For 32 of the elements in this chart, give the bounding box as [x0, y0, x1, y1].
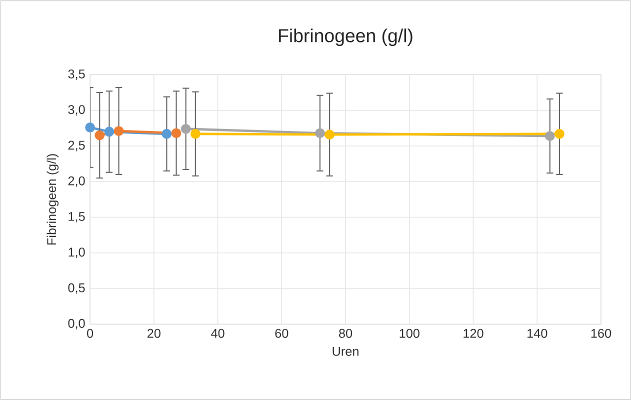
x-tick-label: 120	[464, 328, 484, 338]
point	[171, 128, 182, 138]
point	[94, 130, 105, 140]
y-tick-label: 1,5	[68, 212, 85, 222]
point	[324, 130, 334, 140]
y-tick-label: 3,0	[68, 105, 85, 116]
y-tick-label: 3,5	[68, 69, 85, 80]
x-tick-label: 160	[591, 328, 612, 338]
y-axis-title: Fibrinogeen (g/l)	[46, 154, 59, 244]
y-tick-label: 0,5	[68, 283, 85, 294]
point	[85, 122, 95, 132]
x-tick-label: 60	[275, 328, 288, 338]
x-tick-label: 0	[87, 328, 94, 338]
x-tick-label: 20	[148, 328, 160, 338]
point	[104, 126, 114, 137]
y-tick-label: 2,5	[68, 140, 85, 152]
chart-title: Fibrinogeen (g/l)	[279, 28, 412, 46]
point	[554, 128, 564, 139]
point	[180, 124, 191, 134]
x-axis-title: Uren	[332, 346, 358, 356]
point	[114, 126, 124, 136]
y-tick-label: 2,0	[68, 176, 85, 187]
x-tick-label: 80	[339, 328, 352, 338]
point	[190, 128, 200, 139]
point	[544, 130, 555, 141]
x-tick-label: 140	[528, 328, 548, 338]
y-tick-label: 1,0	[68, 248, 85, 258]
y-tick-label: 0,0	[68, 318, 85, 330]
x-tick-label: 100	[400, 328, 420, 338]
x-tick-label: 40	[211, 328, 224, 338]
point	[315, 128, 325, 138]
point	[162, 128, 172, 139]
